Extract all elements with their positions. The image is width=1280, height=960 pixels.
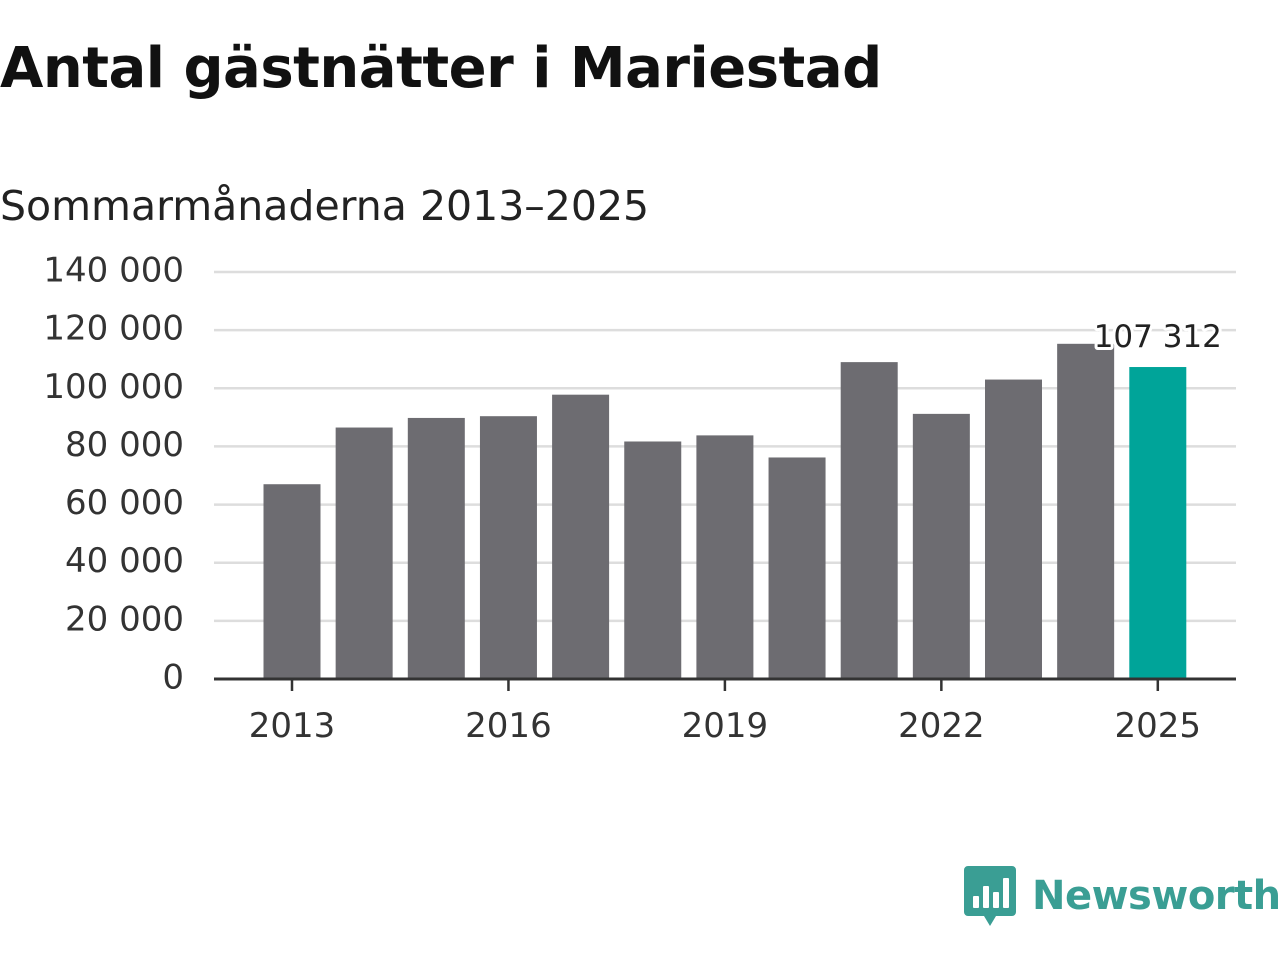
bar-2019 — [696, 435, 754, 679]
y-tick-label: 60 000 — [65, 483, 184, 523]
x-tick-label: 2019 — [682, 706, 769, 746]
bar-2025 — [1129, 367, 1187, 679]
y-tick-label: 120 000 — [43, 309, 184, 349]
y-tick-label: 80 000 — [65, 425, 184, 465]
chart-title: Antal gästnätter i Mariestad — [0, 36, 882, 101]
x-tick-label: 2013 — [249, 706, 336, 746]
bar-2014 — [335, 427, 393, 679]
y-tick-label: 140 000 — [43, 251, 184, 291]
bar-2016 — [479, 416, 537, 679]
bar-chart: 0 20 000 40 000 60 000 80 000 100 000 120 000 1… — [43, 251, 1236, 746]
bar-2020 — [768, 457, 826, 679]
y-tick-label: 0 — [162, 658, 184, 698]
bar-2022 — [912, 413, 970, 679]
bar-2023 — [985, 379, 1042, 679]
bar-2018 — [624, 441, 682, 679]
newsworthy-logo: Newsworthy — [964, 866, 1280, 926]
bar-2013 — [263, 484, 321, 679]
y-tick-label: 40 000 — [65, 541, 184, 581]
newsworthy-wordmark: Newsworthy — [1032, 873, 1280, 919]
bar-2021 — [840, 362, 898, 679]
y-tick-label: 100 000 — [43, 367, 184, 407]
bar-2024 — [1057, 343, 1115, 679]
bar-chart-speech-bubble-icon — [964, 866, 1016, 926]
x-tick-label: 2016 — [465, 706, 552, 746]
bar-2015 — [407, 417, 465, 679]
bar-2017 — [552, 394, 610, 679]
x-tick-label: 2025 — [1115, 706, 1202, 746]
chart-subtitle: Sommarmånaderna 2013–2025 — [0, 182, 650, 230]
y-tick-label: 20 000 — [65, 599, 184, 639]
x-tick-label: 2022 — [898, 706, 985, 746]
data-label: 107 312 — [1094, 319, 1222, 355]
